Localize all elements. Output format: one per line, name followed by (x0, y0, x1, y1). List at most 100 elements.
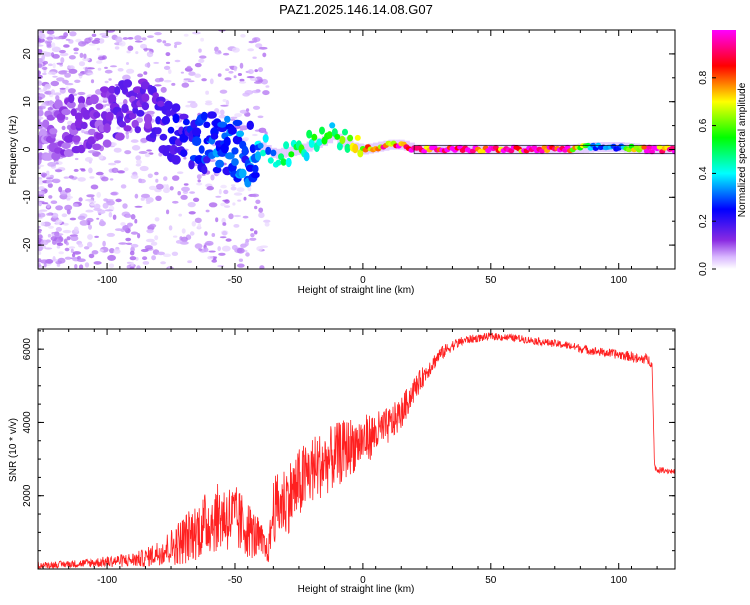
heatmap-cell (68, 175, 74, 179)
heatmap-cell (107, 254, 116, 261)
heatmap-cell (138, 151, 148, 154)
heatmap-cell (146, 201, 151, 204)
snr-xtick-label: 0 (360, 575, 366, 586)
heatmap-cell (225, 99, 230, 106)
heatmap-cell (154, 127, 162, 135)
heatmap-cell (172, 175, 180, 181)
heatmap-cell (40, 221, 46, 227)
heatmap-cell (48, 195, 53, 199)
colorbar-tick-label: 0.0 (698, 262, 709, 276)
heatmap-cell (227, 126, 237, 135)
colorbar-label: Normalized spectral amplitude (737, 82, 748, 217)
heatmap-cell (154, 171, 159, 176)
heatmap-cell (186, 65, 192, 70)
heatmap-cell (208, 250, 216, 253)
heatmap-cell (198, 58, 205, 64)
heatmap-cell (249, 144, 256, 154)
heatmap-cell (61, 125, 66, 131)
heatmap-cell (88, 43, 96, 46)
heatmap-cell (56, 113, 66, 121)
heatmap-cell (134, 193, 139, 199)
heatmap-cell (51, 42, 56, 49)
heatmap-cell (224, 77, 232, 81)
heatmap-cell (357, 149, 364, 158)
heatmap-cell (230, 116, 238, 119)
heatmap-cell (78, 197, 83, 202)
heatmap-cell (97, 56, 105, 61)
colorbar-tick-label: 0.4 (698, 166, 709, 180)
heatmap-cell (40, 172, 47, 178)
heatmap-cell (228, 213, 234, 220)
heatmap-cell (46, 213, 52, 216)
heatmap-cell (63, 149, 74, 157)
heatmap-cell (199, 55, 207, 59)
heatmap-cell (44, 247, 53, 250)
heatmap-cell (217, 246, 221, 252)
heatmap-cell (87, 241, 93, 248)
heatmap-cell (129, 250, 135, 256)
heatmap-cell (187, 260, 193, 264)
heatmap-cell (104, 66, 108, 69)
heatmap-cell (122, 224, 129, 231)
heatmap-cell (130, 261, 134, 267)
heatmap-cell (39, 33, 46, 40)
heatmap-cell (115, 132, 125, 141)
heatmap-cell (114, 86, 121, 95)
heatmap-cell (165, 109, 172, 117)
heatmap-cell (228, 70, 234, 74)
heatmap-cell (156, 38, 162, 43)
heatmap-cell (163, 79, 172, 83)
heatmap-cell (258, 212, 265, 219)
heatmap-cell (246, 108, 250, 112)
heatmap-cell (86, 194, 95, 198)
heatmap-cell (122, 74, 131, 81)
heatmap-cell (236, 187, 245, 192)
heatmap-cell (46, 30, 55, 35)
heatmap-cell (99, 32, 109, 36)
heatmap-cell (154, 84, 162, 87)
heatmap-cell (252, 105, 261, 110)
heatmap-cell (214, 50, 222, 55)
heatmap-cell (100, 86, 109, 93)
heatmap-cell (236, 247, 245, 254)
spectrogram-xtick-label: 50 (485, 275, 497, 286)
heatmap-cell (125, 237, 132, 242)
heatmap-cell (218, 188, 222, 195)
heatmap-cell (64, 72, 71, 78)
heatmap-cell (151, 255, 157, 261)
spectrogram-xtick-label: -100 (97, 275, 117, 286)
heatmap-cell (74, 112, 83, 121)
heatmap-cell (63, 44, 70, 48)
heatmap-cell (238, 81, 247, 84)
heatmap-cell (72, 135, 81, 143)
heatmap-cell (344, 143, 351, 153)
heatmap-cell (122, 37, 129, 40)
heatmap-cell (140, 197, 145, 201)
snr-ytick-label: 6000 (22, 338, 33, 361)
heatmap-cell (38, 186, 45, 191)
heatmap-cell (73, 226, 79, 233)
heatmap-cell (141, 37, 147, 41)
heatmap-cell (212, 166, 222, 174)
heatmap-cell (255, 43, 263, 48)
heatmap-cell (78, 243, 84, 248)
heatmap-cell (166, 209, 170, 215)
colorbar-ticks: 0.0 0.2 0.4 0.6 0.8 (698, 70, 716, 276)
heatmap-cell (281, 147, 287, 158)
heatmap-cell (90, 79, 95, 84)
heatmap-cell (254, 69, 258, 73)
heatmap-cell (326, 131, 333, 139)
heatmap-cell (194, 243, 203, 249)
heatmap-cell (102, 202, 109, 209)
spectrogram-xtick-label: -50 (228, 275, 243, 286)
heatmap-cell (129, 256, 137, 261)
heatmap-cell (252, 133, 258, 137)
heatmap-cell (210, 133, 219, 140)
heatmap-cell (237, 73, 242, 76)
heatmap-cell (111, 167, 119, 173)
heatmap-cell (256, 246, 263, 252)
heatmap-cell (38, 116, 44, 120)
heatmap-cell (249, 237, 257, 241)
snr-xlabel: Height of straight line (km) (298, 584, 415, 595)
heatmap-cell (225, 152, 235, 160)
